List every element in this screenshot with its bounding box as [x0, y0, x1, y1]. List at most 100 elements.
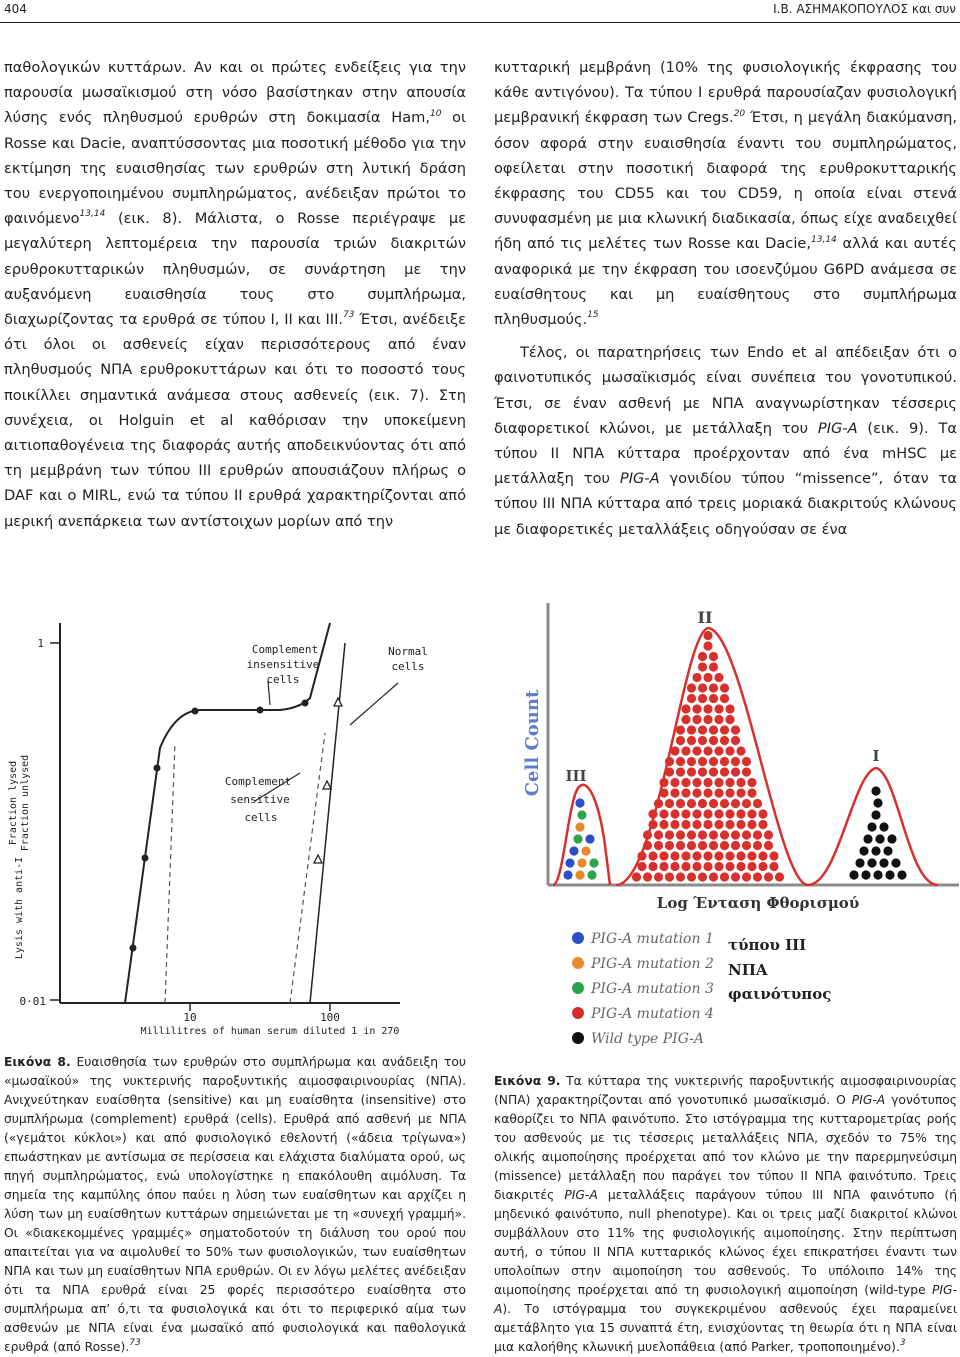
cell-dot	[686, 872, 697, 882]
cell-dot	[692, 746, 702, 756]
cell-dot	[692, 777, 702, 788]
cell-dot	[692, 672, 702, 683]
y-label-fraction-lysed: Fraction lysed	[8, 761, 19, 845]
cell-dot	[686, 840, 697, 851]
cell-dot	[719, 767, 730, 777]
cell-dot	[697, 683, 708, 693]
cell-dot	[697, 830, 708, 840]
tick-x-10: 10	[183, 1011, 196, 1024]
cell-dot	[871, 786, 881, 796]
cell-dot	[659, 777, 669, 788]
cell-dot	[747, 788, 757, 798]
cell-dot	[659, 788, 669, 798]
cell-dot	[670, 777, 680, 788]
peak-ii-dots	[631, 630, 785, 882]
cell-dot	[774, 872, 785, 882]
cell-dot	[714, 714, 724, 725]
svg-text:cells: cells	[244, 811, 277, 824]
cell-dot	[686, 767, 697, 777]
cell-dot	[681, 851, 691, 861]
figure-9-graph: III II I Cell Count Log Ένταση Φθορισμού…	[522, 603, 959, 1047]
cell-dot	[573, 834, 583, 844]
cell-dot	[736, 819, 746, 830]
cell-dot	[659, 861, 669, 872]
peak-i-outline	[807, 766, 939, 887]
cell-dot	[648, 861, 658, 872]
cell-dot	[736, 809, 746, 819]
cell-dot	[871, 846, 881, 856]
peak-label-i: I	[872, 747, 879, 765]
caption-figure-9: Εικόνα 9. Τα κύτταρα της νυκτερινής παρο…	[494, 1074, 957, 1354]
cell-dot	[855, 858, 865, 868]
cell-dot	[725, 746, 735, 756]
cell-dot	[887, 834, 897, 844]
cell-dot	[714, 809, 724, 819]
cell-dot	[708, 662, 719, 672]
legend-label: PIG-A mutation 3	[590, 981, 714, 997]
cell-dot	[681, 788, 691, 798]
cell-dot	[653, 798, 664, 809]
peak-label-ii: II	[698, 608, 713, 627]
svg-text:sensitive: sensitive	[230, 793, 290, 806]
cell-dot	[736, 777, 746, 788]
cell-dot	[736, 788, 746, 798]
cell-dot	[664, 798, 675, 809]
cell-dot	[697, 872, 708, 882]
x-axis-label: Millilitres of human serum diluted 1 in …	[141, 1026, 400, 1037]
cell-dot	[648, 851, 658, 861]
cell-dot	[664, 840, 675, 851]
cell-dot	[883, 846, 893, 856]
tick-y-0-01: 0·01	[20, 995, 47, 1008]
cell-dot	[897, 870, 907, 880]
caption-9-label: Εικόνα 9.	[494, 1074, 561, 1088]
x-axis-label: Log Ένταση Φθορισμού	[657, 894, 859, 912]
patient-point	[141, 854, 149, 862]
cell-dot	[714, 819, 724, 830]
cell-dot	[697, 767, 708, 777]
cell-dot	[581, 846, 591, 856]
svg-text:Complement: Complement	[252, 643, 318, 656]
cell-dot	[675, 872, 686, 882]
cell-dot	[664, 872, 675, 882]
cell-dot	[719, 735, 730, 746]
cell-dot	[714, 851, 724, 861]
svg-text:τύπου III: τύπου III	[728, 936, 806, 954]
cell-dot	[659, 809, 669, 819]
cell-dot	[577, 810, 587, 820]
cell-dot	[719, 693, 730, 704]
cell-dot	[703, 819, 713, 830]
cell-dot	[725, 861, 735, 872]
cell-dot	[659, 851, 669, 861]
cell-dot	[719, 798, 730, 809]
cell-dot	[769, 861, 779, 872]
cell-dot	[589, 858, 599, 868]
cell-dot	[686, 725, 697, 735]
dashed-line	[164, 742, 176, 1004]
cell-dot	[863, 834, 873, 844]
header-rule	[0, 22, 960, 23]
cell-dot	[719, 830, 730, 840]
cell-dot	[708, 756, 719, 767]
svg-text:cells: cells	[266, 673, 299, 686]
cell-dot	[730, 872, 741, 882]
cell-dot	[670, 746, 680, 756]
cell-dot	[714, 777, 724, 788]
svg-text:Complement: Complement	[225, 775, 291, 788]
normal-point	[332, 696, 344, 707]
y-label-fraction-unlysed: Fraction unlysed	[20, 755, 31, 851]
tick-y-1: 1	[37, 637, 44, 650]
cell-dot	[653, 830, 664, 840]
cell-dot	[730, 735, 741, 746]
peak-iii-dots	[563, 798, 599, 880]
cell-dot	[730, 840, 741, 851]
cell-dot	[708, 735, 719, 746]
cell-dot	[565, 858, 575, 868]
normal-point	[321, 779, 333, 790]
cell-dot	[730, 830, 741, 840]
cell-dot	[891, 858, 901, 868]
right-paragraph-1: κυτταρική μεμβράνη (10% της φυσιολογικής…	[494, 59, 957, 329]
cell-dot	[692, 788, 702, 798]
cell-dot	[714, 788, 724, 798]
cell-dot	[577, 858, 587, 868]
patient-point	[191, 707, 199, 715]
